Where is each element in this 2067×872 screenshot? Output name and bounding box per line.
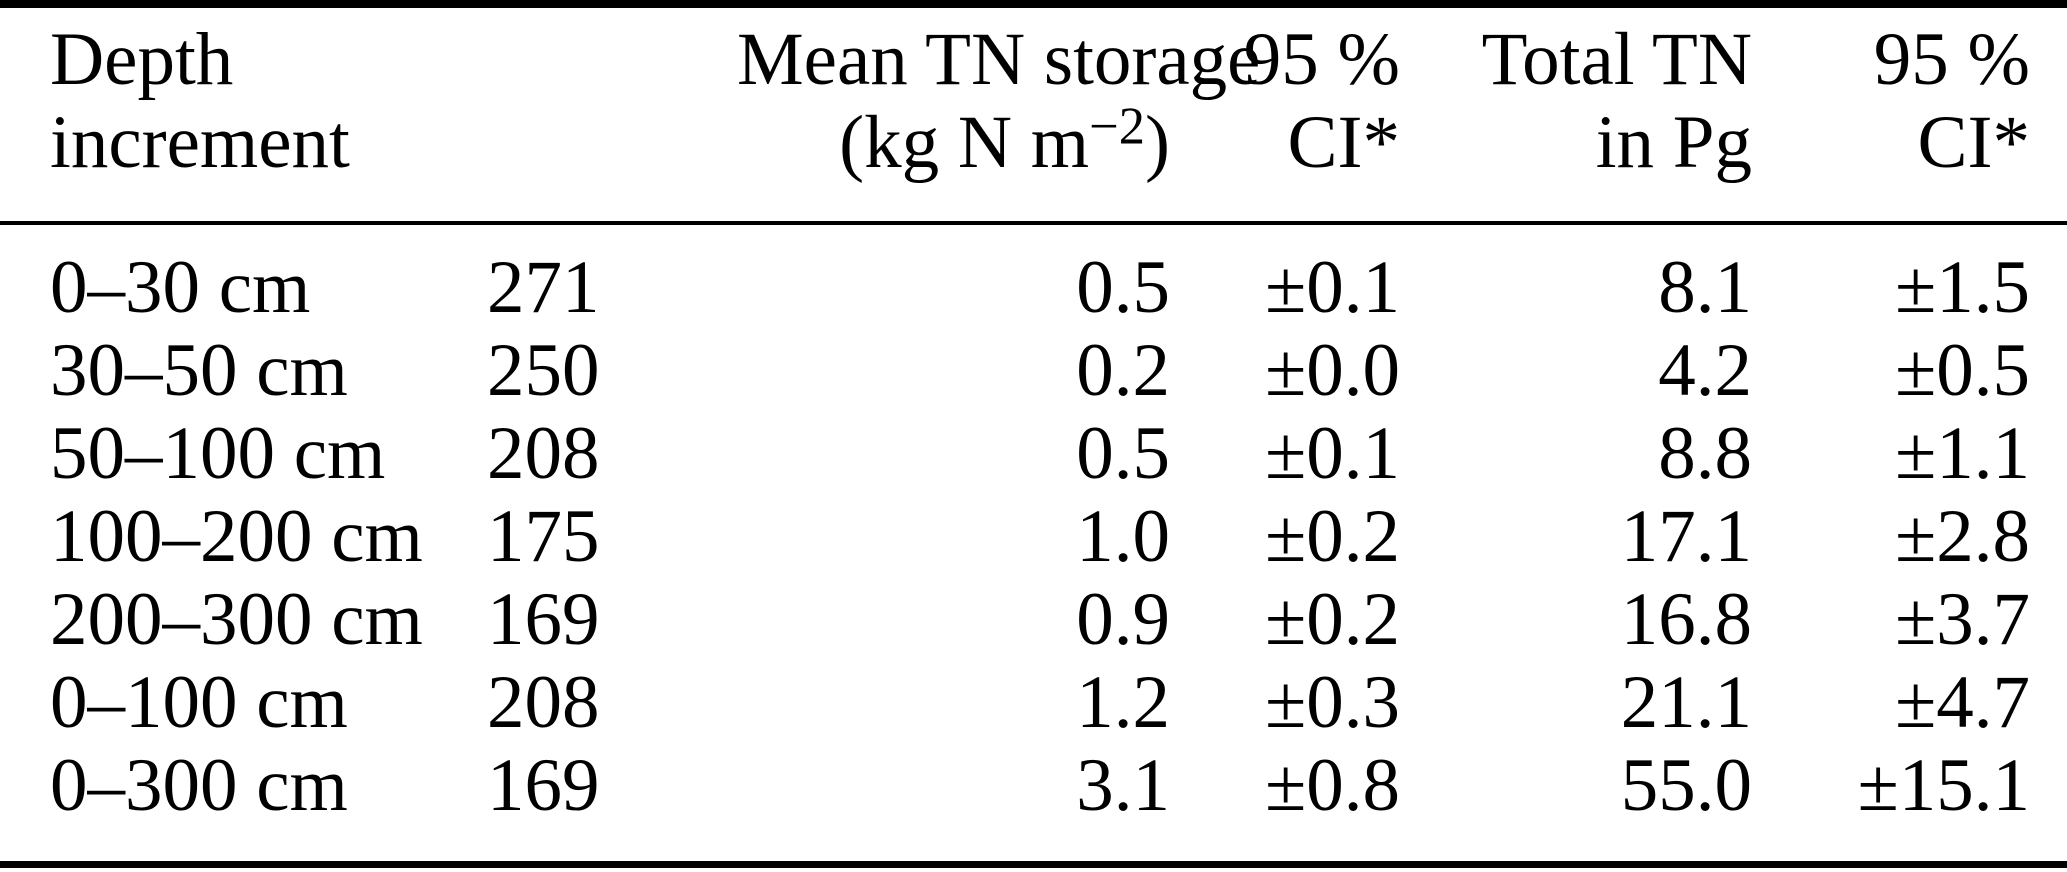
cell-ci-mean: ±0.1 (1265, 246, 1400, 329)
cell-total: 4.2 (1658, 329, 1752, 412)
table-row: 30–50 cm 250 0.2 ±0.0 4.2 ±0.5 (0, 329, 2067, 412)
table-body: 0–30 cm 271 0.5 ±0.1 8.1 ±1.5 30–50 cm 2… (0, 223, 2067, 865)
cell-ci-mean: ±0.3 (1265, 661, 1400, 744)
cell-depth: 50–100 cm (50, 412, 386, 495)
header-ci-total-line1: 95 % (1873, 18, 2030, 101)
cell-depth: 0–300 cm (50, 744, 348, 827)
table-header: Depth Mean TN storage 95 % Total TN 95 %… (0, 4, 2067, 223)
header-row-2: increment (kg N m−2) CI* in Pg CI* (0, 100, 2067, 223)
header-mean-line1: Mean TN storage (737, 18, 1261, 101)
header-total-line1: Total TN (1481, 18, 1752, 101)
cell-ci-total: ±15.1 (1857, 744, 2030, 827)
cell-depth: 0–30 cm (50, 246, 311, 329)
cell-ci-mean: ±0.1 (1265, 412, 1400, 495)
cell-mean: 1.0 (1076, 495, 1170, 578)
cell-mean: 1.2 (1076, 661, 1170, 744)
header-ci-total-line2: CI* (1917, 101, 2031, 184)
cell-mean: 0.5 (1076, 246, 1170, 329)
cell-n: 208 (487, 412, 600, 495)
table-row: 50–100 cm 208 0.5 ±0.1 8.8 ±1.1 (0, 412, 2067, 495)
cell-n: 169 (487, 578, 600, 661)
cell-total: 8.1 (1658, 246, 1752, 329)
cell-n: 169 (487, 744, 600, 827)
header-n-blank (487, 4, 737, 101)
unit-suffix: ) (1145, 101, 1170, 184)
cell-total: 17.1 (1620, 495, 1752, 578)
cell-total: 16.8 (1620, 578, 1752, 661)
cell-mean: 0.2 (1076, 329, 1170, 412)
cell-mean: 3.1 (1076, 744, 1170, 827)
cell-mean: 0.9 (1076, 578, 1170, 661)
table-row: 100–200 cm 175 1.0 ±0.2 17.1 ±2.8 (0, 495, 2067, 578)
cell-depth: 200–300 cm (50, 578, 423, 661)
cell-ci-total: ±1.1 (1895, 412, 2030, 495)
header-depth-line1: Depth (50, 18, 234, 101)
header-ci-mean-line2: CI* (1287, 101, 1401, 184)
cell-ci-mean: ±0.8 (1265, 744, 1400, 827)
cell-total: 21.1 (1620, 661, 1752, 744)
cell-depth: 0–100 cm (50, 661, 348, 744)
header-ci-mean-line1: 95 % (1243, 18, 1400, 101)
cell-ci-total: ±4.7 (1895, 661, 2030, 744)
cell-total: 55.0 (1620, 744, 1752, 827)
cell-n: 208 (487, 661, 600, 744)
header-row-1: Depth Mean TN storage 95 % Total TN 95 % (0, 4, 2067, 101)
cell-n: 250 (487, 329, 600, 412)
table-row: 0–300 cm 169 3.1 ±0.8 55.0 ±15.1 (0, 744, 2067, 865)
unit-exponent: −2 (1089, 97, 1146, 156)
header-mean-unit: (kg N m−2) (737, 100, 1170, 223)
cell-ci-mean: ±0.2 (1265, 495, 1400, 578)
cell-mean: 0.5 (1076, 412, 1170, 495)
cell-ci-total: ±3.7 (1895, 578, 2030, 661)
unit-prefix: (kg N m (839, 101, 1090, 184)
cell-total: 8.8 (1658, 412, 1752, 495)
table-row: 0–100 cm 208 1.2 ±0.3 21.1 ±4.7 (0, 661, 2067, 744)
cell-ci-total: ±1.5 (1895, 246, 2030, 329)
table-row: 200–300 cm 169 0.9 ±0.2 16.8 ±3.7 (0, 578, 2067, 661)
cell-ci-mean: ±0.0 (1265, 329, 1400, 412)
cell-n: 271 (487, 246, 600, 329)
header-n-blank2 (487, 101, 737, 223)
cell-depth: 30–50 cm (50, 329, 348, 412)
header-depth-line2: increment (50, 101, 350, 184)
cell-ci-total: ±0.5 (1895, 329, 2030, 412)
cell-n: 175 (487, 495, 600, 578)
cell-depth: 100–200 cm (50, 495, 423, 578)
cell-ci-mean: ±0.2 (1265, 578, 1400, 661)
header-total-line2: in Pg (1595, 101, 1752, 184)
table-row: 0–30 cm 271 0.5 ±0.1 8.1 ±1.5 (0, 223, 2067, 329)
cell-ci-total: ±2.8 (1895, 495, 2030, 578)
